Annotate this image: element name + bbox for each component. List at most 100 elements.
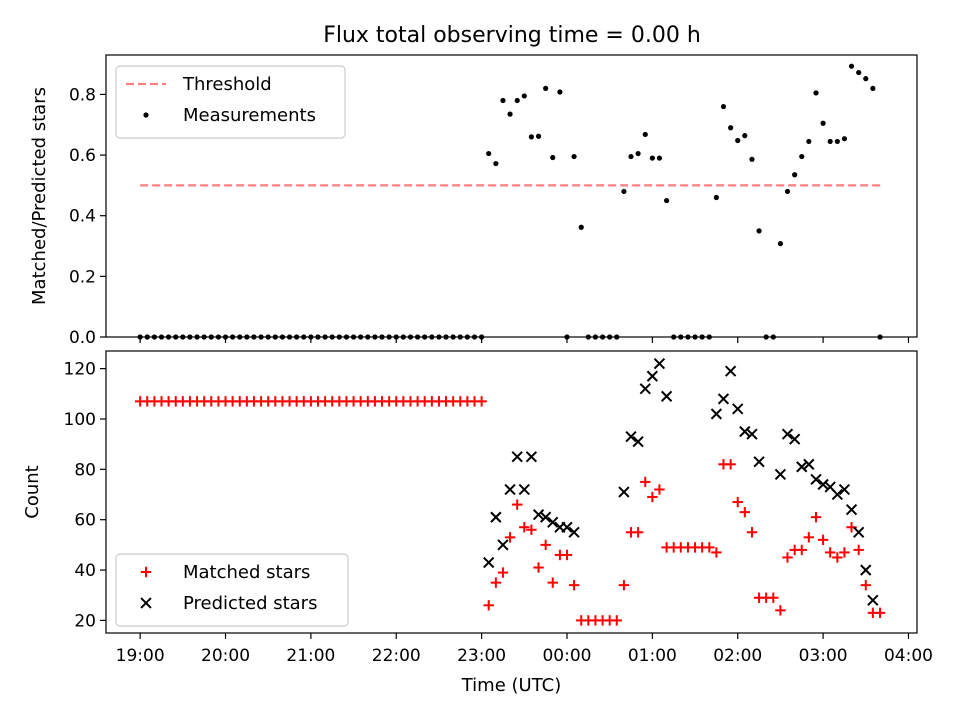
data-point [483, 600, 494, 611]
data-point [500, 97, 506, 104]
data-point [713, 194, 719, 201]
data-point [628, 153, 634, 160]
data-point [806, 138, 812, 145]
data-point [476, 396, 487, 407]
data-point [753, 456, 765, 468]
data-point [568, 579, 580, 591]
data-point [739, 506, 751, 518]
data-point [547, 577, 558, 588]
data-point [777, 241, 784, 247]
data-point [504, 532, 516, 543]
data-point [528, 134, 534, 140]
data-point [514, 97, 520, 104]
data-point [618, 486, 630, 498]
data-point [512, 499, 523, 510]
data-point [782, 552, 793, 563]
y-tick-label: 100 [64, 410, 96, 430]
data-point [632, 435, 644, 448]
data-point [621, 188, 627, 195]
data-point [831, 488, 843, 501]
data-point [841, 136, 848, 142]
legend-marker-swatch [140, 566, 152, 578]
data-point [646, 370, 659, 382]
series-predicted-stars [483, 357, 879, 606]
data-point [832, 552, 843, 563]
data-point [827, 138, 833, 145]
ratio-panel-frame [105, 54, 918, 338]
data-point [647, 491, 658, 503]
data-point [746, 527, 758, 538]
data-point [853, 544, 864, 556]
data-point [756, 228, 762, 234]
data-point [867, 594, 879, 606]
data-point [853, 526, 865, 538]
data-point [540, 511, 552, 523]
data-point [781, 428, 794, 440]
data-point [717, 393, 730, 405]
y-tick-label: 60 [74, 511, 96, 531]
y-tick-label: 0.0 [69, 328, 96, 348]
data-point [724, 365, 737, 377]
legend-label: Predicted stars [183, 593, 317, 614]
data-point [803, 458, 815, 470]
data-point [792, 172, 798, 178]
y-tick-label: 0.8 [69, 85, 96, 105]
data-point [796, 461, 808, 473]
data-point [660, 390, 673, 402]
data-point [525, 451, 538, 463]
count-panel-frame [105, 350, 918, 634]
data-point [561, 521, 573, 533]
count-panel: 20 40 60 80 100 120 19:00 20:00 21:00 22:00 23:00 0… [22, 350, 933, 696]
data-point [799, 153, 805, 160]
data-point [490, 511, 502, 523]
data-point [557, 89, 563, 95]
data-point [578, 224, 584, 230]
data-point [720, 103, 727, 110]
y-tick-label: 0.6 [69, 146, 96, 166]
data-point [742, 133, 748, 139]
legend-marker-swatch [143, 112, 149, 118]
data-point [860, 564, 872, 576]
x-tick-label: 21:00 [286, 646, 335, 666]
legend-box [115, 65, 346, 139]
data-point [824, 547, 836, 558]
data-point [710, 408, 723, 420]
data-point [483, 556, 495, 569]
legend-box [115, 553, 349, 627]
data-point [749, 156, 755, 162]
data-point [739, 425, 751, 438]
data-point [711, 547, 722, 558]
x-tick-label: 00:00 [542, 646, 591, 666]
data-point [526, 524, 537, 535]
legend-label: Measurements [183, 105, 316, 126]
data-point [642, 131, 648, 138]
data-point [784, 188, 791, 195]
data-point [845, 503, 858, 516]
data-point [504, 483, 516, 496]
ratio-panel: 0.00.20.40.60.8 Matched/Predicted stars … [29, 54, 918, 348]
data-point [848, 63, 855, 69]
data-point [768, 592, 779, 603]
x-tick-label: 23:00 [457, 646, 506, 666]
data-point [874, 607, 886, 619]
data-point [860, 579, 871, 591]
y-tick-label: 0.4 [69, 207, 96, 227]
data-point [490, 577, 502, 588]
data-point [540, 539, 551, 551]
count-panel-x-axis-label: Time (UTC) [461, 675, 562, 696]
series-matched-stars [134, 396, 886, 626]
data-point [654, 484, 665, 495]
data-point [870, 85, 876, 91]
y-tick-label: 80 [74, 460, 96, 480]
data-point [497, 539, 509, 551]
data-point [775, 605, 786, 616]
x-tick-label: 02:00 [713, 646, 762, 666]
data-point [543, 85, 549, 91]
count-panel-legend: Matched stars Predicted stars [115, 553, 349, 627]
data-point [611, 615, 622, 626]
data-point [547, 516, 559, 528]
figure-title: Flux total observing time = 0.00 h [323, 23, 701, 48]
legend-label: Threshold [182, 74, 272, 95]
x-tick-label: 20:00 [201, 646, 250, 666]
count-panel-y-axis-label: Count [22, 465, 43, 518]
